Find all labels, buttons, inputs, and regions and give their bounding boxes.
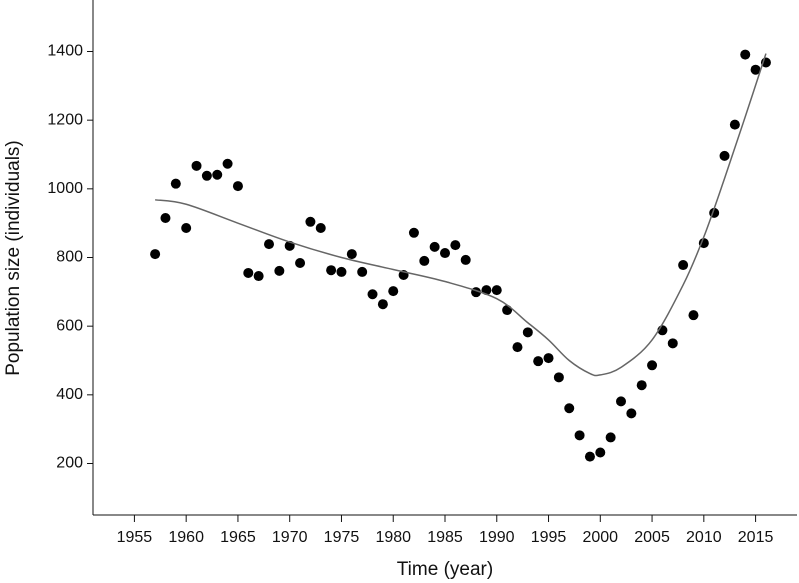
point xyxy=(616,396,626,407)
point xyxy=(336,266,347,277)
y-tick-label: 400 xyxy=(56,386,83,403)
x-tick-label: 2010 xyxy=(686,529,722,546)
point xyxy=(367,289,378,300)
point xyxy=(460,254,471,265)
point xyxy=(326,265,337,276)
x-tick-label: 1995 xyxy=(531,529,567,546)
point xyxy=(150,249,161,260)
x-tick-label: 2015 xyxy=(738,529,774,546)
point xyxy=(243,267,254,278)
point xyxy=(440,248,450,259)
point xyxy=(264,239,274,250)
point xyxy=(232,181,243,192)
fit-line xyxy=(155,53,767,377)
point xyxy=(481,285,492,296)
point xyxy=(408,227,419,238)
x-tick-label: 1965 xyxy=(220,529,256,546)
point xyxy=(181,222,192,233)
point xyxy=(491,285,502,296)
point xyxy=(170,178,181,189)
point xyxy=(698,238,709,249)
point xyxy=(574,430,585,441)
point xyxy=(295,257,306,268)
point xyxy=(346,249,357,260)
x-tick-label: 1970 xyxy=(272,529,308,546)
point xyxy=(160,213,171,224)
point xyxy=(595,447,606,458)
point xyxy=(191,160,202,171)
point xyxy=(750,64,761,75)
point xyxy=(647,360,658,371)
point xyxy=(584,451,595,462)
x-tick-label: 1990 xyxy=(479,529,515,546)
point xyxy=(678,260,689,271)
point xyxy=(533,356,544,367)
point xyxy=(377,299,388,310)
y-axis-title: Population size (individuals) xyxy=(3,140,24,376)
point xyxy=(222,158,233,169)
x-tick-label: 1960 xyxy=(168,529,204,546)
point xyxy=(553,372,564,383)
point xyxy=(636,380,647,391)
x-axis-title: Time (year) xyxy=(397,559,493,580)
point xyxy=(512,342,523,353)
point xyxy=(564,403,575,414)
point xyxy=(719,150,730,161)
point xyxy=(253,271,264,282)
y-tick-label: 1200 xyxy=(47,111,83,128)
point xyxy=(605,432,616,443)
point xyxy=(667,338,678,349)
point xyxy=(450,240,461,251)
point xyxy=(429,241,440,252)
point xyxy=(419,255,430,266)
x-tick-label: 1985 xyxy=(427,529,463,546)
y-tick-label: 200 xyxy=(56,455,83,472)
point xyxy=(502,305,513,316)
point xyxy=(388,286,399,297)
y-tick-label: 800 xyxy=(56,249,83,266)
point xyxy=(212,169,223,180)
point xyxy=(522,327,533,338)
point xyxy=(315,222,326,233)
x-tick-label: 1980 xyxy=(375,529,411,546)
point xyxy=(274,265,285,276)
x-tick-label: 2000 xyxy=(582,529,618,546)
x-tick-label: 2005 xyxy=(634,529,670,546)
point xyxy=(357,266,368,277)
point xyxy=(729,119,740,130)
point xyxy=(626,408,637,419)
y-tick-label: 600 xyxy=(56,317,83,334)
point xyxy=(543,353,554,364)
point xyxy=(740,49,751,60)
point xyxy=(688,310,699,321)
y-tick-label: 1000 xyxy=(47,180,83,197)
point xyxy=(201,170,212,181)
x-tick-label: 1955 xyxy=(117,529,153,546)
x-tick-label: 1975 xyxy=(324,529,360,546)
y-tick-label: 1400 xyxy=(47,43,83,60)
point xyxy=(305,216,316,227)
